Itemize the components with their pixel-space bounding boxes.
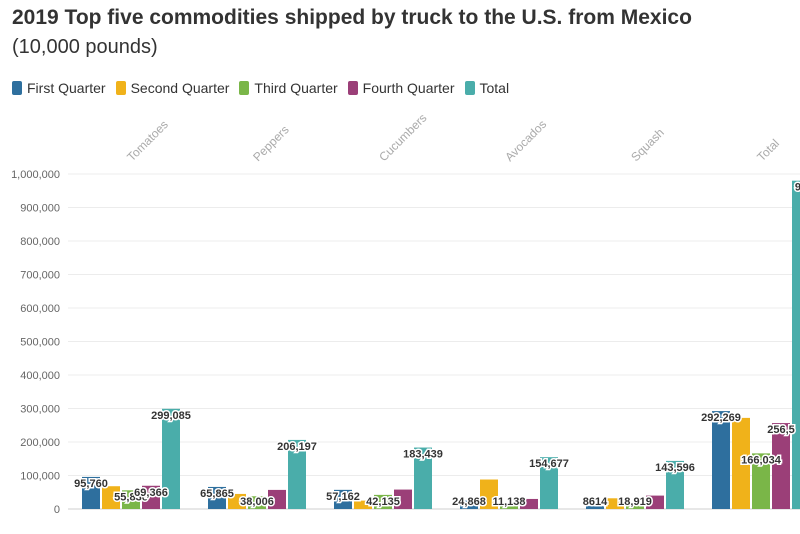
y-tick-label: 400,000 (20, 370, 60, 382)
bar (208, 486, 226, 509)
y-tick-label: 100,000 (20, 471, 60, 483)
bar (162, 408, 180, 509)
bar (500, 505, 518, 509)
data-label: 57,162 (326, 491, 360, 503)
bar (752, 453, 770, 509)
data-label: 256,5 (767, 424, 795, 436)
bar (732, 417, 750, 509)
data-label: 183,439 (403, 449, 443, 461)
bar (394, 489, 412, 509)
data-label: 299,085 (151, 410, 191, 422)
data-label: 143,596 (655, 462, 695, 474)
bar (606, 498, 624, 509)
data-label: 65,865 (200, 488, 234, 500)
x-tick-label: Tomatoes (124, 117, 171, 164)
legend-swatch (115, 81, 126, 95)
bar (248, 496, 266, 509)
bar (666, 460, 684, 509)
bar (354, 500, 372, 509)
x-tick-label: Squash (628, 125, 667, 164)
bar (334, 489, 352, 509)
data-label: 98 (795, 182, 800, 194)
y-tick-label: 200,000 (20, 437, 60, 449)
bar (480, 479, 498, 509)
data-label: 69,366 (134, 487, 168, 499)
data-label: 8614 (583, 496, 608, 508)
legend-label: Fourth Quarter (362, 80, 455, 96)
bar (228, 493, 246, 509)
y-tick-label: 1,000,000 (11, 169, 60, 181)
bar (712, 411, 730, 509)
legend-item-fourth-quarter[interactable]: Fourth Quarter (347, 80, 455, 96)
y-tick-label: 300,000 (20, 404, 60, 416)
data-label: 154,677 (529, 458, 569, 470)
data-label: 206,197 (277, 441, 317, 453)
x-tick-label: Peppers (250, 123, 292, 165)
bar (268, 489, 286, 509)
y-tick-label: 700,000 (20, 270, 60, 282)
y-tick-label: 800,000 (20, 236, 60, 248)
bar (586, 506, 604, 509)
legend-label: Third Quarter (254, 80, 338, 96)
bar-chart: 0 100,000 200,000 300,000 400,000 500,000 600,… (11, 111, 800, 516)
bar (142, 485, 160, 509)
bar (102, 486, 120, 509)
data-label: 38,006 (240, 496, 274, 508)
chart-subtitle: (10,000 pounds) (12, 36, 158, 58)
legend-label: Total (479, 80, 510, 96)
bar (792, 180, 800, 509)
data-label: 55,836 (114, 491, 148, 503)
legend-label: First Quarter (27, 80, 106, 96)
y-tick-label: 900,000 (20, 203, 60, 215)
legend-swatch (464, 81, 475, 95)
legend-item-second-quarter[interactable]: Second Quarter (115, 80, 230, 96)
data-label: 95,760 (74, 478, 108, 490)
data-label: 18,919 (618, 496, 652, 508)
y-tick-label: 0 (54, 504, 60, 516)
bar (646, 495, 664, 509)
legend-item-total[interactable]: Total (464, 80, 510, 96)
bar (122, 490, 140, 509)
legend-swatch (12, 81, 22, 95)
bar (374, 494, 392, 509)
y-tick-label: 500,000 (20, 337, 60, 349)
bar (414, 447, 432, 509)
data-label: 166,034 (741, 454, 782, 466)
legend: First Quarter Second Quarter Third Quart… (12, 80, 509, 96)
legend-label: Second Quarter (130, 80, 230, 96)
chart-title: 2019 Top five commodities shipped by tru… (12, 6, 692, 29)
bar (772, 423, 790, 509)
bar (82, 476, 100, 509)
legend-item-first-quarter[interactable]: First Quarter (12, 80, 106, 96)
bar (520, 498, 538, 509)
data-label: 24,868 (452, 496, 486, 508)
data-label: 292,269 (701, 412, 741, 424)
legend-swatch (347, 81, 358, 95)
y-tick-label: 600,000 (20, 303, 60, 315)
bar (288, 439, 306, 509)
x-tick-label: Cucumbers (376, 111, 429, 164)
bar (540, 457, 558, 509)
legend-item-third-quarter[interactable]: Third Quarter (239, 80, 338, 96)
bar (626, 502, 644, 509)
x-tick-label: Total (754, 136, 782, 164)
data-label: 11,138 (492, 496, 525, 508)
x-tick-label: Avocados (502, 117, 549, 164)
legend-swatch (239, 81, 250, 95)
bar (460, 500, 478, 509)
data-label: 42,135 (366, 496, 400, 508)
